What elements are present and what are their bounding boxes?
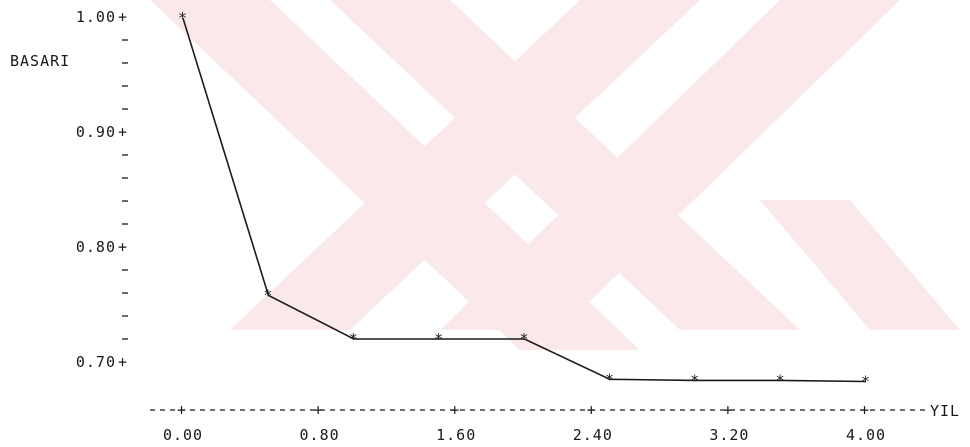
x-tick-mark: + [860,401,870,419]
x-tick-label: 2.40 [573,426,613,444]
y-tick-mark: + [118,123,128,141]
series-line [182,17,867,383]
y-tick-mark: + [118,8,128,26]
x-tick-mark: + [587,401,597,419]
y-tick-mark: + [118,238,128,256]
x-tick-label: 0.00 [163,426,203,444]
x-tick-mark: + [450,401,460,419]
data-point: * [519,330,529,348]
data-point: * [349,330,359,348]
x-tick-label: 4.00 [846,426,886,444]
data-point: * [861,373,871,391]
data-point: * [263,286,273,304]
y-tick-label: 0.70 [76,353,116,371]
data-point: * [690,371,700,389]
axes: +0.00+0.80+1.60+2.40+3.20+4.001.00 +0.90 +… [76,8,928,444]
x-tick-mark: + [314,401,324,419]
data-point: * [178,9,188,27]
x-tick-mark: + [723,401,733,419]
y-tick-label: 0.80 [76,238,116,256]
series-markers: * * * * * * * * * [178,9,871,391]
y-tick-mark: + [118,353,128,371]
y-tick-label: 0.90 [76,123,116,141]
x-tick-label: 3.20 [709,426,749,444]
x-tick-mark: + [177,401,187,419]
series-polyline [182,17,867,383]
data-point: * [605,370,615,388]
x-tick-label: 1.60 [436,426,476,444]
x-tick-label: 0.80 [300,426,340,444]
data-point: * [434,330,444,348]
y-tick-label: 1.00 [76,8,116,26]
y-axis-label: BASARI [10,52,70,70]
x-axis-label: YIL [930,402,960,420]
watermark-pattern [150,0,960,350]
data-point: * [776,371,786,389]
